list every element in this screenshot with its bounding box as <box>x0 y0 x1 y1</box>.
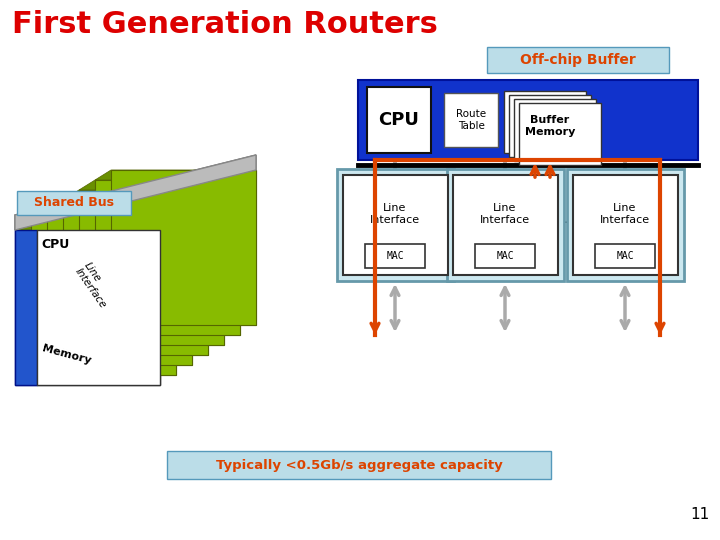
Text: Line
Interface: Line Interface <box>70 255 114 306</box>
FancyBboxPatch shape <box>519 103 601 165</box>
Text: Route
Table: Route Table <box>456 109 486 131</box>
Polygon shape <box>47 210 192 365</box>
Text: CPU: CPU <box>41 238 69 251</box>
Polygon shape <box>47 210 192 365</box>
Polygon shape <box>95 170 256 180</box>
Polygon shape <box>95 180 240 335</box>
Text: 11: 11 <box>690 507 710 522</box>
Polygon shape <box>63 190 224 200</box>
FancyBboxPatch shape <box>509 95 591 157</box>
Text: Off-chip Buffer: Off-chip Buffer <box>520 53 636 67</box>
Polygon shape <box>31 220 176 375</box>
FancyBboxPatch shape <box>567 169 684 281</box>
FancyBboxPatch shape <box>17 191 131 215</box>
Polygon shape <box>31 210 192 220</box>
Polygon shape <box>111 170 256 325</box>
FancyBboxPatch shape <box>453 175 558 275</box>
FancyBboxPatch shape <box>504 91 586 153</box>
FancyBboxPatch shape <box>573 175 678 275</box>
FancyBboxPatch shape <box>447 169 564 281</box>
Polygon shape <box>63 200 208 355</box>
Polygon shape <box>111 170 256 325</box>
Text: CPU: CPU <box>379 111 420 129</box>
Polygon shape <box>15 155 256 230</box>
FancyBboxPatch shape <box>595 244 655 268</box>
FancyBboxPatch shape <box>167 451 551 479</box>
Polygon shape <box>37 230 160 385</box>
Text: Shared Bus: Shared Bus <box>34 197 114 210</box>
Polygon shape <box>15 220 176 230</box>
Polygon shape <box>95 180 240 335</box>
FancyBboxPatch shape <box>487 47 669 73</box>
Text: Memory: Memory <box>41 340 92 363</box>
Polygon shape <box>15 230 37 385</box>
Text: Line
Interface: Line Interface <box>600 203 650 225</box>
Polygon shape <box>79 180 240 190</box>
Polygon shape <box>31 220 176 375</box>
Text: MAC: MAC <box>496 251 514 261</box>
Polygon shape <box>79 190 224 345</box>
Text: Buffer
Memory: Buffer Memory <box>525 115 575 137</box>
FancyBboxPatch shape <box>367 87 431 153</box>
Text: Memory: Memory <box>41 343 92 366</box>
Polygon shape <box>47 200 208 210</box>
Text: MAC: MAC <box>616 251 634 261</box>
Polygon shape <box>79 190 224 345</box>
Polygon shape <box>15 155 256 230</box>
Text: Typically <0.5Gb/s aggregate capacity: Typically <0.5Gb/s aggregate capacity <box>215 458 503 471</box>
Text: CPU: CPU <box>41 238 69 251</box>
Polygon shape <box>15 230 37 385</box>
Polygon shape <box>37 230 160 385</box>
Text: First Generation Routers: First Generation Routers <box>12 10 438 39</box>
FancyBboxPatch shape <box>444 93 498 147</box>
Text: Line
Interface: Line Interface <box>480 203 530 225</box>
Text: MAC: MAC <box>386 251 404 261</box>
FancyBboxPatch shape <box>358 80 698 160</box>
Text: - - -: - - - <box>555 215 579 228</box>
FancyBboxPatch shape <box>343 175 448 275</box>
FancyBboxPatch shape <box>475 244 535 268</box>
FancyBboxPatch shape <box>365 244 425 268</box>
Text: Line
Interface: Line Interface <box>370 203 420 225</box>
FancyBboxPatch shape <box>514 99 596 161</box>
FancyBboxPatch shape <box>337 169 454 281</box>
Polygon shape <box>63 200 208 355</box>
Text: Line
Interface: Line Interface <box>73 260 117 310</box>
